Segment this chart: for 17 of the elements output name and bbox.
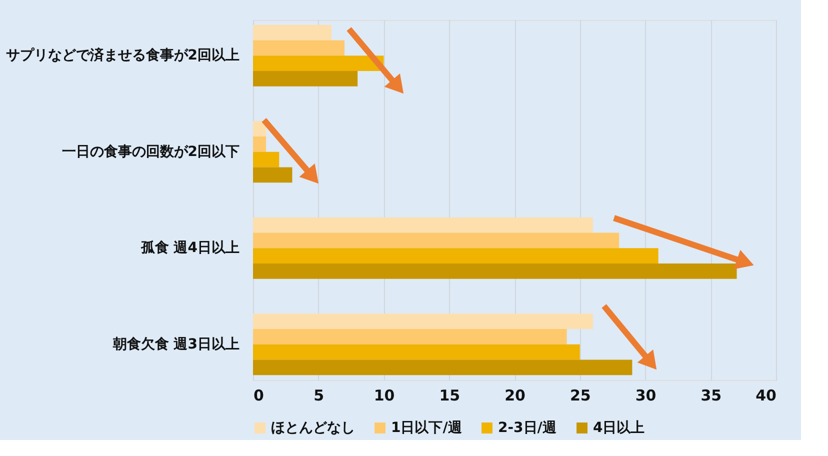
legend-label: ほとんどなし <box>271 420 355 436</box>
x-tick-label: 0 <box>254 386 264 404</box>
x-tick-label: 15 <box>439 386 460 404</box>
y-tick-label: 孤食 週4日以上 <box>140 240 240 256</box>
y-tick-label: 朝食欠食 週3日以上 <box>112 336 240 352</box>
x-tick-label: 5 <box>314 386 324 404</box>
legend-label: 1日以下/週 <box>391 420 463 436</box>
legend-label: 2-3日/週 <box>498 420 558 436</box>
x-tick-label: 40 <box>756 386 776 404</box>
y-tick-label: 一日の食事の回数が2回以下 <box>62 144 240 160</box>
x-tick-label: 25 <box>570 386 591 404</box>
x-tick-label: 35 <box>700 386 722 404</box>
x-tick-label: 20 <box>504 386 526 404</box>
y-tick-label: サプリなどで済ませる食事が2回以上 <box>6 46 240 64</box>
x-tick-label: 10 <box>374 386 395 404</box>
legend-label: 4日以上 <box>593 420 645 436</box>
x-tick-label: 30 <box>635 386 656 404</box>
